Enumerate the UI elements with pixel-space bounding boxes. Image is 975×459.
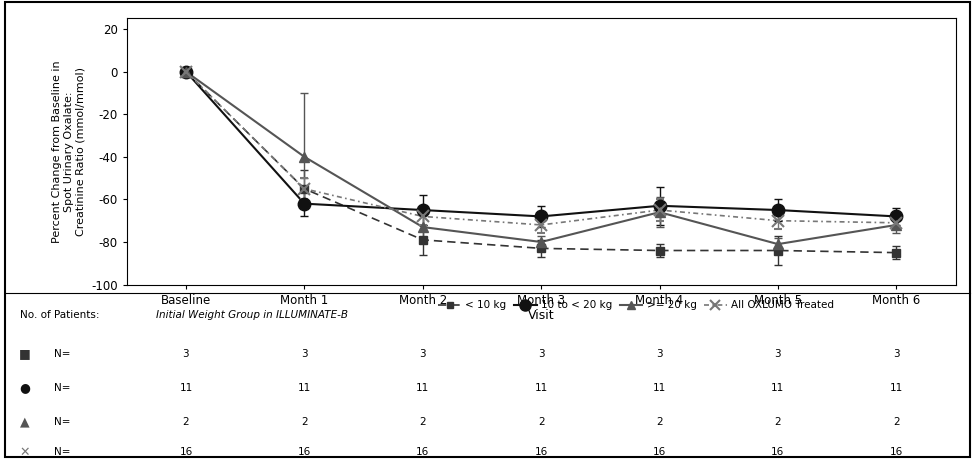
Text: 16: 16 <box>653 447 666 457</box>
Text: 2: 2 <box>301 417 308 426</box>
Text: 16: 16 <box>297 447 311 457</box>
Text: Initial Weight Group in ILLUMINATE-B: Initial Weight Group in ILLUMINATE-B <box>156 310 348 319</box>
Text: N=: N= <box>54 417 70 426</box>
Text: 11: 11 <box>889 383 903 392</box>
Text: N=: N= <box>54 447 70 457</box>
Text: N=: N= <box>54 349 70 358</box>
Text: 2: 2 <box>538 417 544 426</box>
Text: 3: 3 <box>656 349 663 358</box>
Text: 16: 16 <box>771 447 785 457</box>
Text: N=: N= <box>54 383 70 392</box>
Text: ●: ● <box>19 381 30 394</box>
Text: 2: 2 <box>419 417 426 426</box>
Legend: < 10 kg, 10 to < 20 kg, >= 20 kg, All OXLUMO Treated: < 10 kg, 10 to < 20 kg, >= 20 kg, All OX… <box>434 296 838 314</box>
Text: 3: 3 <box>538 349 544 358</box>
Text: 11: 11 <box>534 383 548 392</box>
Text: 16: 16 <box>416 447 429 457</box>
Text: 3: 3 <box>893 349 900 358</box>
Text: 11: 11 <box>771 383 785 392</box>
Text: 3: 3 <box>182 349 189 358</box>
Text: 2: 2 <box>774 417 781 426</box>
Text: 3: 3 <box>419 349 426 358</box>
Text: 2: 2 <box>893 417 900 426</box>
Text: 16: 16 <box>889 447 903 457</box>
Text: 11: 11 <box>416 383 429 392</box>
Text: 11: 11 <box>297 383 311 392</box>
Text: 2: 2 <box>182 417 189 426</box>
Text: No. of Patients:: No. of Patients: <box>20 310 99 319</box>
Text: 16: 16 <box>179 447 193 457</box>
Text: 11: 11 <box>179 383 193 392</box>
Text: ▲: ▲ <box>20 415 29 428</box>
Text: ■: ■ <box>19 347 30 360</box>
Text: 3: 3 <box>301 349 308 358</box>
X-axis label: Visit: Visit <box>527 309 555 322</box>
Text: 11: 11 <box>653 383 666 392</box>
Text: 2: 2 <box>656 417 663 426</box>
Text: ✕: ✕ <box>20 446 29 459</box>
Text: 16: 16 <box>534 447 548 457</box>
Text: 3: 3 <box>774 349 781 358</box>
Y-axis label: Percent Change from Baseline in
Spot Urinary Oxalate:
Creatinine Ratio (mmol/mmo: Percent Change from Baseline in Spot Uri… <box>53 60 86 243</box>
